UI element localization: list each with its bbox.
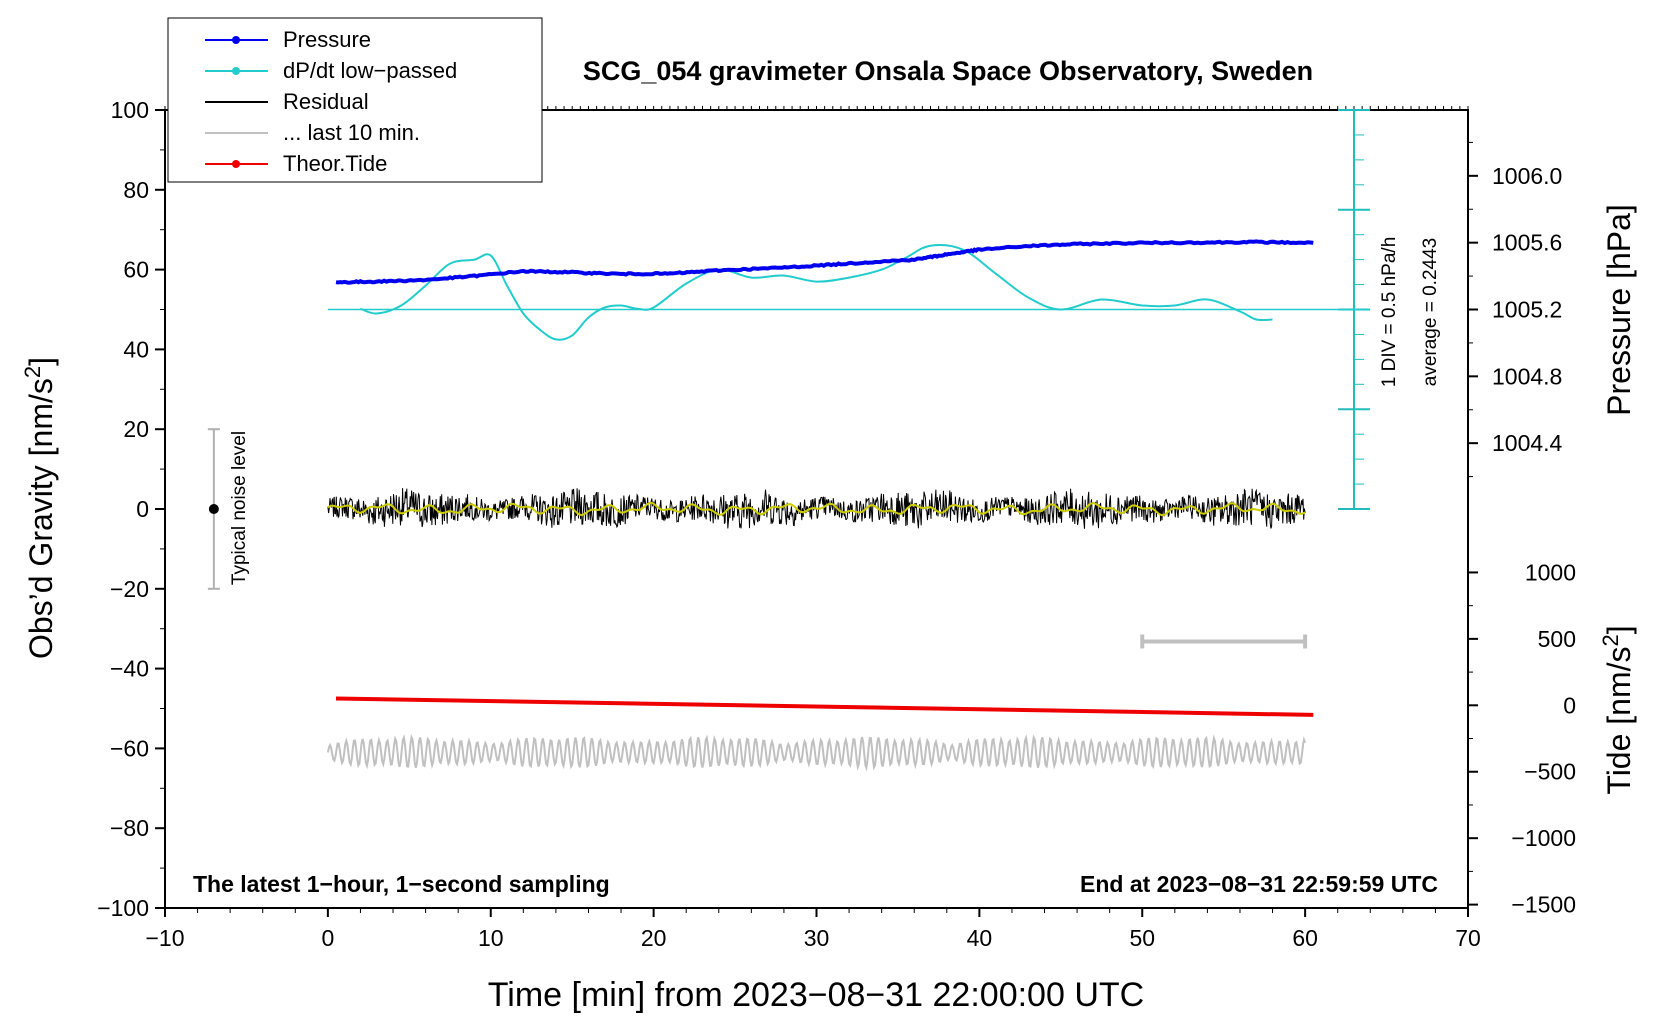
tide-axis: −1500 −1000 −500 0 500 1000	[1468, 559, 1576, 918]
noise-level-label: Typical noise level	[229, 431, 250, 585]
tide-tick-label: 500	[1538, 626, 1576, 652]
div-label: 1 DIV = 0.5 hPa/h	[1379, 237, 1400, 388]
pressure-tick-label: 1005.2	[1492, 297, 1562, 323]
legend: Pressure dP/dt low−passed Residual ... last…	[167, 17, 543, 183]
legend-marker	[232, 36, 240, 44]
legend-marker	[232, 67, 240, 75]
series-layer	[326, 239, 1370, 772]
y-axis: −100 −80 −60 −40 −20 0 20 40 60 80 100	[97, 97, 165, 921]
y-tick-label: −60	[110, 735, 149, 761]
y-tick-label: −20	[110, 576, 149, 602]
x-tick-label: 20	[641, 925, 667, 951]
pressure-tick-label: 1005.6	[1492, 230, 1562, 256]
legend-marker	[232, 160, 240, 168]
y-tick-label: 0	[136, 496, 149, 522]
legend-rows: Pressure dP/dt low−passed Residual ... last…	[205, 27, 457, 176]
tide-axis-label: Tide [nm/s2]	[1598, 625, 1637, 794]
y-tick-label: −80	[110, 815, 149, 841]
y-axis-label: Obs’d Gravity [nm/s2]	[20, 357, 59, 659]
tide-tick-label: 1000	[1525, 559, 1576, 585]
x-tick-label: 40	[967, 925, 993, 951]
x-tick-label: 0	[321, 925, 334, 951]
x-tick-label: 60	[1292, 925, 1318, 951]
bottom-right-note: End at 2023−08−31 22:59:59 UTC	[1080, 871, 1438, 897]
average-label: average = 0.2443	[1420, 238, 1441, 386]
bottom-left-note: The latest 1−hour, 1−second sampling	[193, 871, 610, 897]
chart-title: SCG_054 gravimeter Onsala Space Observat…	[583, 56, 1313, 86]
x-axis: −10 0 10 20 30 40 50 60 70	[145, 908, 1481, 951]
y-tick-label: 60	[123, 257, 149, 283]
y-tick-label: 80	[123, 177, 149, 203]
pressure-axis-label: Pressure [hPa]	[1601, 204, 1637, 416]
y-tick-label: 40	[123, 336, 149, 362]
noise-level-bar	[207, 428, 220, 590]
tide-tick-label: −500	[1524, 759, 1576, 785]
x-tick-label: 10	[478, 925, 504, 951]
y-tick-label: −40	[110, 656, 149, 682]
x-tick-label: 30	[804, 925, 830, 951]
pressure-line	[335, 239, 1314, 285]
pressure-axis: 1004.4 1004.8 1005.2 1005.6 1006.0	[1468, 141, 1563, 478]
legend-box	[167, 17, 543, 183]
noise-bar-dot	[208, 504, 219, 514]
dpdt-line	[360, 244, 1273, 341]
residual-smoothed-line	[327, 501, 1306, 517]
last10-range-bar	[1140, 634, 1308, 649]
y-tick-label: 20	[123, 416, 149, 442]
tide-tick-label: −1500	[1511, 892, 1576, 918]
legend-label: dP/dt low−passed	[283, 58, 457, 83]
tide-tick-label: 0	[1563, 692, 1576, 718]
pressure-tick-label: 1004.4	[1492, 430, 1563, 456]
y-tick-label: −100	[97, 895, 149, 921]
pressure-tick-label: 1006.0	[1492, 163, 1562, 189]
legend-label: Pressure	[283, 27, 371, 52]
legend-label: Theor.Tide	[283, 151, 387, 176]
x-tick-label: −10	[145, 925, 184, 951]
legend-label: Residual	[283, 89, 369, 114]
pressure-tick-label: 1004.8	[1492, 363, 1562, 389]
tide-line	[335, 696, 1314, 717]
x-tick-label: 50	[1129, 925, 1155, 951]
legend-label: ... last 10 min.	[283, 120, 420, 145]
tide-tick-label: −1000	[1511, 825, 1576, 851]
y-tick-label: 100	[111, 97, 149, 123]
x-axis-label: Time [min] from 2023−08−31 22:00:00 UTC	[488, 976, 1144, 1014]
last10-line	[326, 733, 1307, 772]
x-tick-label: 70	[1455, 925, 1481, 951]
